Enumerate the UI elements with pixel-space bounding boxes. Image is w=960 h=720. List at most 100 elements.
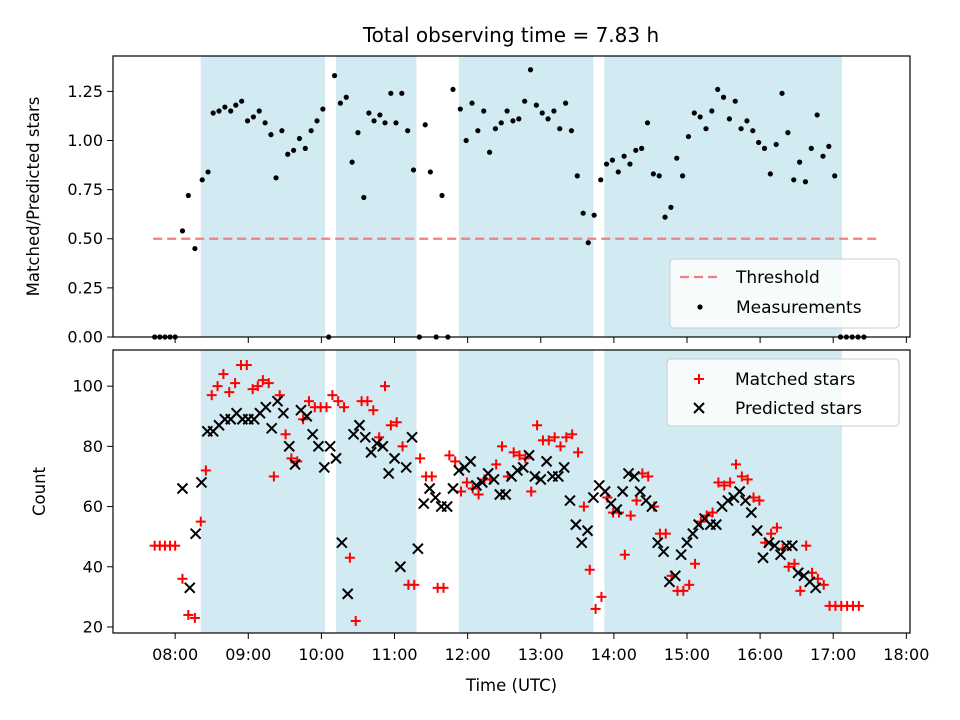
measurement-point xyxy=(832,173,838,179)
matched-star-point xyxy=(170,540,181,551)
predicted-star-point xyxy=(763,536,775,549)
measurement-point xyxy=(510,118,516,124)
x-tick-label: 15:00 xyxy=(664,645,710,664)
measurement-point xyxy=(302,145,308,151)
measurement-point xyxy=(814,112,820,118)
matched-star-point xyxy=(409,579,420,590)
predicted-star-point xyxy=(540,455,553,468)
predicted-star-point xyxy=(511,464,524,477)
matched-star-point xyxy=(748,492,759,503)
predicted-star-point xyxy=(757,552,769,564)
measurement-point xyxy=(761,145,768,151)
measurement-point xyxy=(627,161,633,167)
measurement-point xyxy=(591,212,597,218)
bottom-shade-1 xyxy=(336,350,417,633)
measurement-point xyxy=(179,228,186,234)
matched-star-point xyxy=(415,453,426,464)
measurement-point xyxy=(244,118,251,124)
matched-star-point xyxy=(456,486,467,497)
predicted-star-point xyxy=(628,470,641,483)
matched-star-point xyxy=(438,582,449,593)
predicted-star-point xyxy=(652,536,664,549)
predicted-star-point xyxy=(809,582,822,594)
predicted-star-point xyxy=(774,549,787,561)
predicted-star-point xyxy=(394,561,407,573)
matched-star-point xyxy=(247,384,258,395)
x-tick-label: 18:00 xyxy=(883,645,929,664)
measurement-point xyxy=(662,214,668,220)
measurement-point xyxy=(802,179,809,185)
measurement-point xyxy=(732,98,738,104)
measurement-point xyxy=(615,169,621,175)
measurement-point xyxy=(337,100,344,106)
measurement-point xyxy=(685,133,692,140)
predicted-star-point xyxy=(622,467,635,480)
measurement-point xyxy=(291,147,297,153)
x-tick-label: 09:00 xyxy=(225,645,271,664)
measurement-point xyxy=(668,204,674,210)
matched-star-point xyxy=(183,609,194,620)
predicted-star-point xyxy=(669,570,681,582)
predicted-star-point xyxy=(792,567,804,579)
measurement-point xyxy=(609,157,616,163)
matched-star-point xyxy=(212,381,223,392)
measurement-point xyxy=(361,194,367,201)
x-tick-label: 08:00 xyxy=(152,645,198,664)
matched-star-point xyxy=(853,600,864,611)
matched-star-point xyxy=(573,447,584,458)
measurement-point xyxy=(199,177,205,183)
predicted-star-point xyxy=(412,542,424,555)
matched-star-point xyxy=(426,471,437,482)
measurement-point xyxy=(703,126,709,132)
matched-star-point xyxy=(200,465,211,476)
matched-star-point xyxy=(241,360,252,371)
measurement-point xyxy=(314,118,320,124)
measurement-point xyxy=(744,118,750,124)
measurement-point xyxy=(262,120,268,126)
measurement-point xyxy=(250,114,256,120)
matched-star-point xyxy=(684,579,695,590)
measurement-point xyxy=(371,118,377,124)
measurement-point xyxy=(320,106,326,112)
measurement-point xyxy=(492,126,499,132)
matched-star-point xyxy=(736,471,747,482)
measurement-point xyxy=(498,120,504,126)
matched-star-point xyxy=(713,477,724,488)
predicted-star-point xyxy=(447,482,459,495)
bottom-y-tick-label: 40 xyxy=(83,557,103,576)
predicted-star-point xyxy=(371,437,383,450)
matched-star-point xyxy=(783,561,794,572)
matched-star-point xyxy=(491,459,502,470)
predicted-star-point xyxy=(657,546,670,558)
matched-star-point xyxy=(206,390,217,401)
matched-star-point xyxy=(344,552,355,563)
predicted-star-point xyxy=(575,536,588,549)
matched-star-point xyxy=(350,615,361,626)
matched-star-point xyxy=(327,390,338,401)
measurement-point xyxy=(205,169,211,175)
legend-matched-swatch xyxy=(694,374,704,384)
legend-predicted-swatch xyxy=(693,402,705,414)
bottom-legend: Matched stars Predicted stars xyxy=(666,358,900,427)
top-shade-1 xyxy=(336,56,417,337)
measurement-point xyxy=(268,132,274,138)
top-y-tick-label: 1.25 xyxy=(67,82,103,101)
measurement-point xyxy=(355,130,361,136)
measurement-point xyxy=(256,108,262,114)
measurement-point xyxy=(296,135,303,142)
matched-star-point xyxy=(333,396,344,407)
matched-star-point xyxy=(812,573,823,584)
bottom-y-tick-label: 60 xyxy=(83,497,103,516)
matched-star-point xyxy=(268,471,279,482)
measurement-point xyxy=(504,108,510,114)
top-x-ticks xyxy=(174,337,907,343)
predicted-star-point xyxy=(400,461,412,474)
predicted-star-point xyxy=(564,494,576,507)
top-y-tick-label: 1.00 xyxy=(67,131,103,150)
bottom-y-axis-label: Count xyxy=(30,466,49,516)
matched-star-point xyxy=(771,522,782,533)
matched-star-point xyxy=(789,558,800,569)
measurement-point xyxy=(279,128,285,134)
measurement-point xyxy=(691,110,697,116)
measurement-point xyxy=(450,86,456,93)
